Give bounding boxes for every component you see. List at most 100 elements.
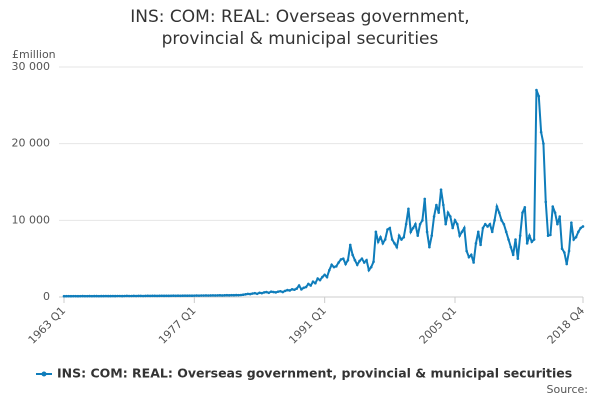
point (428, 245, 431, 249)
point (141, 294, 145, 298)
point (67, 294, 70, 298)
point (360, 257, 364, 260)
point (78, 294, 82, 298)
point (351, 253, 354, 257)
point (511, 253, 515, 257)
point (551, 205, 555, 208)
point (386, 228, 389, 231)
point (483, 222, 487, 226)
point (169, 294, 173, 298)
point (525, 242, 529, 245)
point (181, 294, 184, 297)
point (539, 130, 543, 134)
point (574, 235, 578, 239)
point (237, 293, 240, 297)
point (211, 294, 215, 297)
point (344, 262, 347, 266)
point (581, 225, 585, 228)
point (227, 294, 231, 297)
point (88, 294, 91, 298)
point (62, 294, 66, 298)
point (204, 294, 208, 297)
point (563, 251, 566, 254)
point (442, 203, 445, 207)
point (439, 188, 443, 191)
point (544, 200, 548, 204)
point (395, 245, 399, 249)
point (388, 226, 392, 230)
point (269, 290, 273, 293)
point (244, 293, 247, 296)
point (318, 278, 322, 282)
point (130, 294, 133, 298)
point (479, 243, 482, 247)
point (90, 294, 94, 298)
point (230, 293, 233, 297)
point (376, 240, 380, 244)
point (206, 294, 210, 297)
point (423, 197, 427, 201)
point (409, 230, 413, 234)
point (158, 294, 161, 298)
point (521, 211, 524, 214)
series-line (64, 89, 584, 298)
point (425, 230, 429, 234)
point (553, 211, 557, 214)
point (367, 268, 371, 272)
legend-label: INS: COM: REAL: Overseas government, pro… (57, 366, 572, 381)
point (337, 261, 340, 264)
point (195, 294, 198, 297)
point (309, 284, 312, 287)
point (272, 290, 275, 294)
point (160, 294, 164, 298)
point (348, 243, 352, 247)
point (346, 258, 350, 262)
point (572, 238, 575, 241)
point (323, 273, 326, 277)
point (490, 230, 494, 234)
point (493, 219, 496, 222)
point (197, 294, 201, 297)
point (383, 238, 387, 241)
point (316, 277, 319, 280)
point (325, 275, 329, 279)
x-tick-label: 1977 Q1 (156, 304, 199, 347)
point (558, 215, 562, 218)
point (467, 255, 471, 259)
point (260, 291, 264, 295)
point (437, 211, 441, 214)
point (565, 262, 569, 266)
source-label: Source: (547, 383, 589, 396)
legend-marker (41, 371, 47, 377)
point (339, 258, 343, 261)
x-tick-label: 1963 Q1 (26, 304, 69, 347)
point (132, 294, 136, 298)
point (546, 234, 550, 237)
point (311, 280, 315, 283)
point (355, 263, 359, 267)
point (430, 234, 434, 237)
point (507, 238, 510, 241)
point (358, 259, 361, 263)
point (495, 205, 499, 208)
point (144, 294, 147, 298)
point (537, 94, 541, 98)
point (302, 286, 306, 290)
point (458, 234, 461, 237)
point (85, 294, 89, 298)
point (514, 238, 517, 241)
point (535, 88, 538, 92)
point (223, 294, 226, 297)
point (307, 282, 310, 286)
point (248, 292, 252, 296)
point (502, 222, 506, 226)
point (432, 215, 436, 218)
y-unit-label: £million (12, 48, 56, 61)
point (167, 294, 171, 298)
point (390, 238, 394, 241)
point (446, 211, 450, 214)
point (220, 294, 224, 297)
point (421, 219, 424, 222)
point (176, 294, 180, 297)
point (472, 261, 475, 264)
